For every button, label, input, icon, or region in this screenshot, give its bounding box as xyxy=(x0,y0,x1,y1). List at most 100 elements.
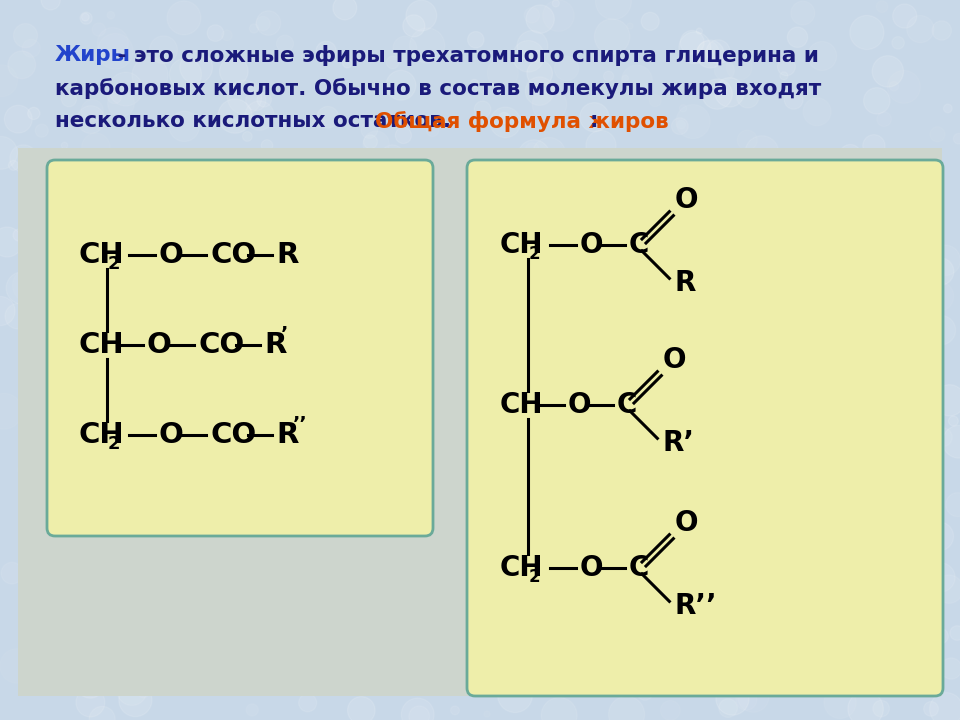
Text: R: R xyxy=(264,331,286,359)
Circle shape xyxy=(742,465,769,492)
Circle shape xyxy=(715,302,735,323)
Circle shape xyxy=(193,299,204,310)
Circle shape xyxy=(698,260,709,271)
Circle shape xyxy=(279,289,290,299)
Circle shape xyxy=(600,238,618,256)
Circle shape xyxy=(38,413,64,438)
Circle shape xyxy=(864,88,890,114)
Circle shape xyxy=(827,171,852,195)
Circle shape xyxy=(75,468,101,493)
Circle shape xyxy=(949,626,960,640)
Circle shape xyxy=(333,0,357,20)
Circle shape xyxy=(315,233,325,243)
Circle shape xyxy=(292,428,299,434)
Circle shape xyxy=(301,53,308,60)
Circle shape xyxy=(157,540,178,561)
Circle shape xyxy=(357,486,372,501)
Circle shape xyxy=(259,607,277,625)
Circle shape xyxy=(220,332,246,359)
Circle shape xyxy=(693,212,726,245)
Circle shape xyxy=(159,584,178,602)
Circle shape xyxy=(497,678,533,713)
Circle shape xyxy=(208,181,243,216)
Circle shape xyxy=(784,90,804,109)
Circle shape xyxy=(609,696,644,720)
Circle shape xyxy=(875,449,886,460)
Circle shape xyxy=(813,165,839,191)
Circle shape xyxy=(593,194,622,222)
Circle shape xyxy=(809,256,841,288)
Circle shape xyxy=(489,308,495,315)
Circle shape xyxy=(276,35,294,52)
Circle shape xyxy=(502,648,525,671)
Circle shape xyxy=(104,273,111,281)
Circle shape xyxy=(728,564,752,588)
Circle shape xyxy=(118,336,132,349)
Circle shape xyxy=(306,632,335,661)
Circle shape xyxy=(204,465,219,480)
Circle shape xyxy=(890,307,907,324)
Circle shape xyxy=(119,683,152,716)
FancyBboxPatch shape xyxy=(47,160,433,536)
Circle shape xyxy=(108,72,143,106)
Circle shape xyxy=(442,531,475,564)
Circle shape xyxy=(617,475,636,494)
Circle shape xyxy=(684,319,710,345)
Text: :: : xyxy=(590,111,598,131)
Circle shape xyxy=(726,257,756,288)
Circle shape xyxy=(299,694,317,712)
Circle shape xyxy=(401,698,434,720)
Circle shape xyxy=(92,652,127,687)
Text: O: O xyxy=(674,186,698,214)
Circle shape xyxy=(269,341,292,365)
Circle shape xyxy=(643,487,652,495)
Circle shape xyxy=(386,217,414,246)
Circle shape xyxy=(5,304,31,329)
Circle shape xyxy=(446,184,463,200)
Circle shape xyxy=(569,624,582,636)
Circle shape xyxy=(707,573,713,580)
Circle shape xyxy=(780,165,796,181)
Circle shape xyxy=(557,464,565,472)
Circle shape xyxy=(679,32,710,64)
Circle shape xyxy=(171,392,204,426)
Circle shape xyxy=(810,315,823,328)
Circle shape xyxy=(406,305,420,318)
Circle shape xyxy=(107,652,122,668)
Circle shape xyxy=(622,277,653,308)
Circle shape xyxy=(396,127,412,143)
Circle shape xyxy=(261,140,273,151)
Circle shape xyxy=(133,357,152,375)
Circle shape xyxy=(243,132,252,141)
Circle shape xyxy=(865,597,897,629)
Circle shape xyxy=(593,623,618,648)
Circle shape xyxy=(524,503,532,512)
Circle shape xyxy=(13,24,37,48)
Text: CH: CH xyxy=(500,391,543,419)
Circle shape xyxy=(429,172,443,185)
Circle shape xyxy=(347,294,372,320)
Circle shape xyxy=(443,276,455,289)
Circle shape xyxy=(148,485,164,501)
Circle shape xyxy=(641,12,660,30)
Circle shape xyxy=(719,699,737,717)
Circle shape xyxy=(732,305,766,338)
Circle shape xyxy=(439,302,446,310)
Circle shape xyxy=(232,163,239,169)
Circle shape xyxy=(729,335,764,370)
Circle shape xyxy=(844,576,861,593)
Text: O: O xyxy=(580,231,604,259)
Circle shape xyxy=(599,480,635,515)
Circle shape xyxy=(114,315,132,333)
Circle shape xyxy=(256,461,284,489)
Circle shape xyxy=(177,243,185,252)
Circle shape xyxy=(824,686,856,719)
Circle shape xyxy=(632,487,645,500)
Circle shape xyxy=(449,347,468,365)
Circle shape xyxy=(420,267,436,282)
Circle shape xyxy=(335,285,354,304)
Circle shape xyxy=(132,57,168,93)
Circle shape xyxy=(714,382,730,397)
Circle shape xyxy=(874,353,884,363)
Circle shape xyxy=(926,315,955,345)
